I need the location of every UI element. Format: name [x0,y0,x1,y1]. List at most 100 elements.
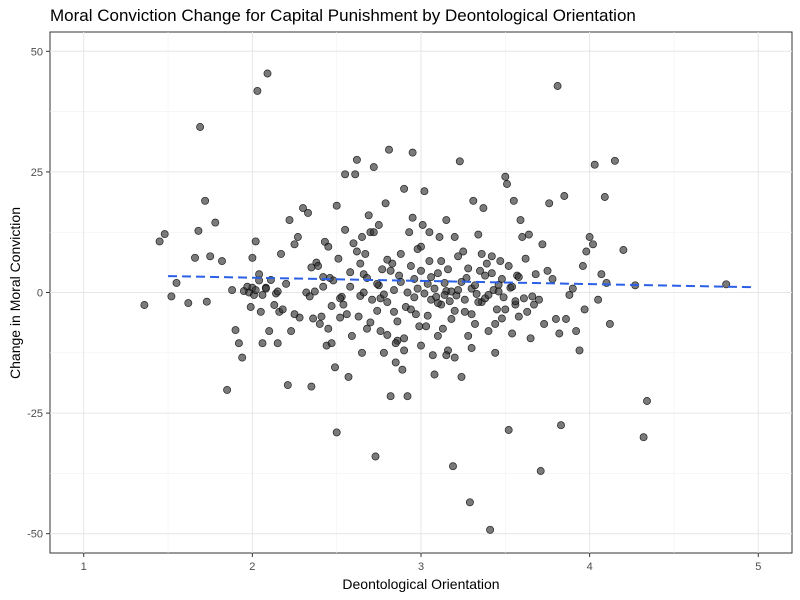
data-point [481,271,490,280]
data-point [406,305,415,314]
data-point [344,372,353,381]
data-point [383,298,392,307]
data-point [610,156,619,165]
data-point [568,284,577,293]
data-point [374,221,383,229]
data-point [383,255,392,264]
data-point [528,292,537,301]
data-point [351,170,360,179]
data-point [415,322,424,331]
data-point [484,327,493,336]
y-tick-label: 50 [31,46,43,58]
data-point [501,172,510,181]
data-point [391,358,400,367]
data-point [420,187,429,196]
data-point [425,228,434,237]
data-point [282,279,291,288]
data-point [423,311,432,320]
data-point [553,82,562,90]
data-point [383,331,392,339]
x-axis-ticks: 1 2 3 4 5 [81,553,761,573]
data-point [206,252,215,261]
x-axis-title: Deontological Orientation [342,576,499,592]
data-point [361,249,370,258]
data-point [492,305,501,314]
data-point [578,262,587,270]
data-point [508,282,517,291]
data-point [356,259,365,268]
data-point [565,290,574,299]
data-point [590,160,599,169]
y-tick-label: 0 [37,288,43,300]
data-point [467,344,476,352]
data-point [450,306,459,315]
data-point [417,341,425,350]
data-point [324,324,333,333]
data-point [467,310,476,319]
data-point [472,289,481,298]
y-axis-ticks: -50 -25 0 25 50 [27,46,50,541]
data-point [437,257,446,266]
data-point [381,199,390,208]
data-point [263,69,272,78]
data-point [408,148,417,157]
data-point [258,290,267,299]
data-point [454,252,463,261]
data-point [346,268,355,277]
data-point [373,306,382,315]
data-point [369,228,378,237]
data-point [336,294,345,303]
x-tick-label: 1 [81,561,87,573]
data-point [304,208,312,217]
data-point [256,307,265,316]
data-point [582,247,591,256]
x-tick-label: 3 [418,561,424,573]
data-point [140,301,149,309]
data-point [433,299,442,308]
y-tick-label: -25 [27,408,43,420]
data-point [597,270,606,279]
data-point [359,288,368,297]
data-point [238,353,247,362]
data-point [516,216,525,225]
data-point [518,233,527,241]
data-point [450,233,459,241]
data-point [435,233,444,241]
data-point [536,467,545,475]
data-point [433,331,442,340]
data-point [363,324,371,333]
data-point [560,192,569,200]
data-point [428,351,437,360]
data-point [184,299,193,308]
data-point [501,305,510,314]
data-point [349,239,358,248]
data-point [352,247,361,256]
data-point [487,252,496,261]
data-point [307,382,316,391]
data-point [551,315,560,323]
y-tick-label: -50 [27,529,43,541]
data-point [324,242,333,251]
data-point [194,226,203,235]
data-point [258,339,267,348]
data-point [386,266,395,275]
data-point [465,498,474,507]
data-point [390,286,398,295]
data-point [508,329,517,338]
data-point [491,348,500,357]
data-point [580,305,589,314]
data-point [376,327,385,336]
data-point [497,314,506,323]
data-point [643,397,651,405]
data-point [469,196,478,205]
data-point [310,287,319,296]
data-point [471,319,479,328]
data-point [341,170,350,179]
data-point [283,381,292,390]
data-point [332,201,341,210]
data-point [445,297,454,306]
data-point [278,305,287,314]
data-point [327,339,336,348]
data-point [457,372,466,381]
data-point [430,370,439,379]
